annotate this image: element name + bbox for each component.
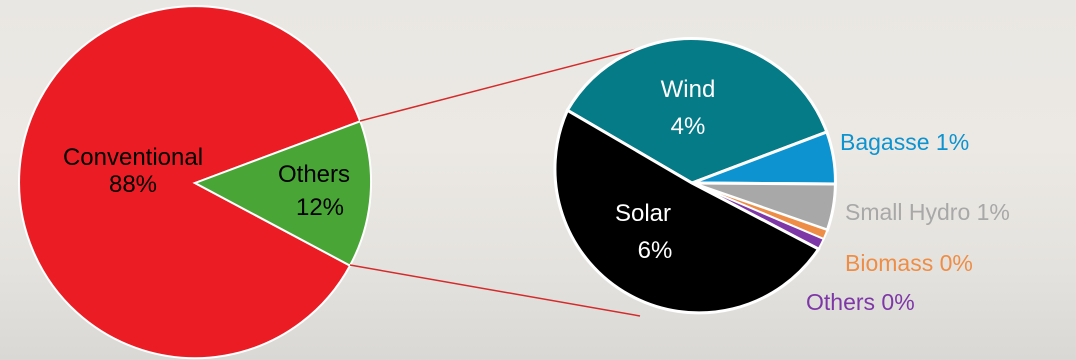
label-solar-pct: 6% xyxy=(638,237,673,264)
connector-line-bottom xyxy=(349,264,641,317)
label-biomass: Biomass 0% xyxy=(845,250,973,276)
label-wind-name: Wind xyxy=(661,76,716,103)
slice-others xyxy=(192,120,373,267)
label-wind-pct: 4% xyxy=(671,113,706,140)
label-small-hydro: Small Hydro 1% xyxy=(845,199,1010,225)
label-others-pct: 12% xyxy=(296,194,344,221)
label-bagasse: Bagasse 1% xyxy=(840,129,969,155)
label-others-name: Others xyxy=(278,161,350,188)
label-conventional-pct: 88% xyxy=(109,171,157,198)
label-solar-name: Solar xyxy=(615,200,671,227)
connector-line-top xyxy=(359,42,661,122)
slice-conventional xyxy=(18,5,362,360)
main-pie xyxy=(18,5,373,360)
secondary-pie xyxy=(553,37,837,315)
slice-solar xyxy=(553,108,821,315)
label-conventional-name: Conventional xyxy=(63,144,203,171)
label-others-small: Others 0% xyxy=(806,289,915,315)
